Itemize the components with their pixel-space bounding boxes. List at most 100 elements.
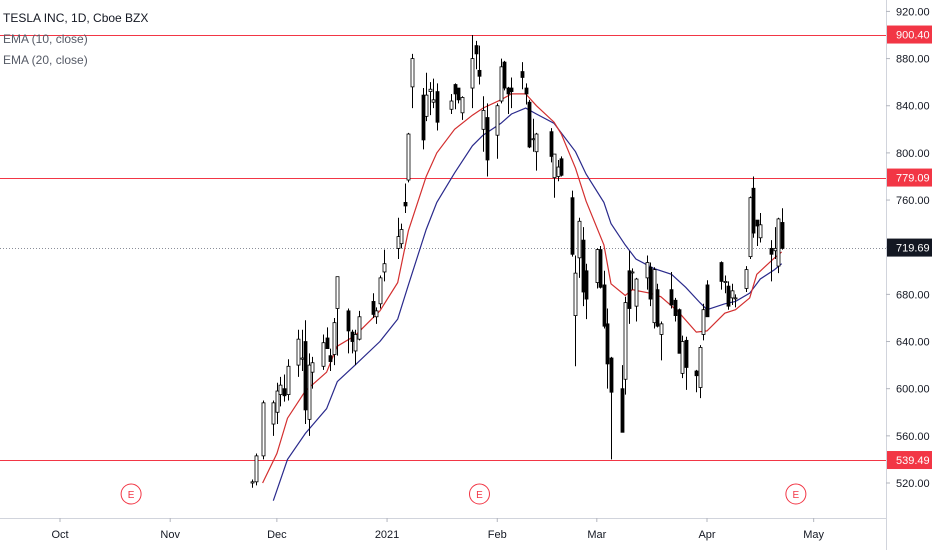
candle-down <box>403 202 408 207</box>
y-tick-label: 880.00 <box>896 54 930 66</box>
candle-up <box>261 402 266 457</box>
candle-up <box>278 384 283 395</box>
level-badge-text: 900.40 <box>896 30 930 42</box>
candle-down <box>751 187 756 234</box>
candle-down <box>602 284 607 327</box>
candle-up <box>470 58 475 89</box>
candle-up <box>382 263 387 273</box>
candle-up <box>556 166 561 177</box>
candle-down <box>303 341 308 411</box>
y-tick-label: 840.00 <box>896 101 930 113</box>
candle-down <box>605 323 610 365</box>
earnings-marker-label: E <box>128 490 135 501</box>
price-badges: 900.40 779.09 539.49 719.69 <box>887 25 932 470</box>
candle-up <box>758 224 763 239</box>
candle-up <box>396 236 401 249</box>
ema20-line <box>272 107 783 501</box>
x-tick-label: Apr <box>698 529 715 541</box>
candle-up <box>335 276 340 309</box>
candle-down <box>780 222 785 249</box>
candle-down <box>506 87 511 95</box>
candle-up <box>357 316 362 340</box>
candle-down <box>669 289 674 306</box>
earnings-marker-label: E <box>476 490 483 501</box>
candle-up <box>286 365 291 395</box>
candle-down <box>684 339 689 368</box>
candle-up <box>460 97 465 114</box>
candle-down <box>609 357 614 393</box>
candle-down <box>421 94 426 141</box>
candle-down <box>570 197 575 255</box>
ema-lines <box>262 93 783 501</box>
level-badge-bg <box>887 168 932 187</box>
earnings-marker-circle <box>785 483 807 505</box>
candle-down <box>477 69 482 77</box>
candle-up <box>573 272 578 316</box>
candle-up <box>254 455 259 483</box>
candle-down <box>524 87 529 95</box>
candle-down <box>282 388 287 397</box>
candle-up <box>353 334 358 352</box>
candle-up <box>634 278 639 307</box>
candle-down <box>673 299 678 316</box>
candle-down <box>527 101 532 148</box>
candle-up <box>410 58 415 88</box>
y-tick-label: 920.00 <box>896 6 930 18</box>
candle-up <box>424 94 429 117</box>
candle-up <box>744 269 749 289</box>
candle-down <box>581 239 586 293</box>
candle-up <box>406 133 411 181</box>
chart-legend: TESLA INC, 1D, Cboe BZX EMA (10, close) … <box>3 8 148 71</box>
candle-up <box>776 218 781 267</box>
candle-up <box>623 302 628 380</box>
earnings-marker-circle <box>120 483 142 505</box>
candle-up <box>659 323 664 335</box>
y-tick-label: 520.00 <box>896 478 930 490</box>
candle-up <box>495 105 500 136</box>
candle-up <box>733 297 738 300</box>
ema20-legend-label: EMA (20, close) <box>3 53 88 67</box>
candle-down <box>559 158 564 176</box>
candle-down <box>328 355 333 362</box>
y-tick-label: 760.00 <box>896 195 930 207</box>
candle-up <box>630 271 635 274</box>
candle-up <box>652 269 657 324</box>
candle-up <box>680 341 685 374</box>
candle-down <box>648 266 653 300</box>
candle-down <box>726 285 731 307</box>
x-tick-label: Feb <box>488 529 507 541</box>
x-tick-label: Dec <box>267 529 287 541</box>
candle-up <box>645 262 650 279</box>
candle-up <box>531 138 536 141</box>
candle-up <box>321 342 326 367</box>
candle-down <box>655 289 660 327</box>
level-badge-text: 539.49 <box>896 455 930 467</box>
candle-up <box>449 100 454 110</box>
candle-down <box>520 71 525 78</box>
x-tick-label: Mar <box>587 529 606 541</box>
x-tick-label: Oct <box>51 529 68 541</box>
chart-title: TESLA INC, 1D, Cboe BZX <box>3 11 149 25</box>
candle-up <box>701 309 706 335</box>
candle-down <box>677 309 682 354</box>
candle-up <box>300 357 305 360</box>
candle-up <box>577 220 582 259</box>
candle-up <box>773 247 778 252</box>
candle-down <box>769 247 774 255</box>
candle-down <box>509 87 514 92</box>
x-tick-label: May <box>803 529 824 541</box>
candle-down <box>584 270 589 300</box>
candle-down <box>456 87 461 101</box>
candle-down <box>719 262 724 282</box>
candle-up <box>378 277 383 305</box>
level-badge-text: 779.09 <box>896 173 930 185</box>
candle-up <box>374 310 379 318</box>
candle-down <box>350 331 355 342</box>
candle-up <box>250 481 255 484</box>
y-tick-label: 800.00 <box>896 148 930 160</box>
candle-up <box>698 347 703 388</box>
